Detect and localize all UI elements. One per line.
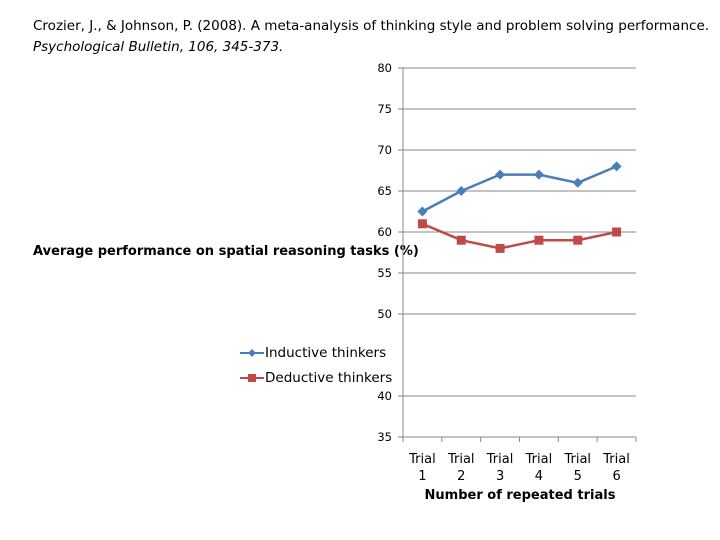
legend-item-inductive[interactable]: Inductive thinkers <box>240 340 392 365</box>
legend-inductive-marker <box>240 348 264 357</box>
y-tick-label: 75 <box>377 102 392 116</box>
data-point[interactable] <box>495 169 506 180</box>
legend: Inductive thinkers Deductive thinkers <box>240 340 393 390</box>
x-tick-label: Trial 3 <box>486 452 514 484</box>
x-tick-label: Trial 4 <box>525 452 553 484</box>
y-tick-label: 60 <box>377 225 392 239</box>
legend-item-deductive[interactable]: Deductive thinkers <box>240 365 392 390</box>
y-tick-label: 55 <box>377 266 392 280</box>
series-line-2 <box>421 222 617 250</box>
x-tick-label: Trial 1 <box>409 452 436 484</box>
data-point[interactable] <box>533 169 544 180</box>
series <box>417 161 622 253</box>
y-tick-label: 50 <box>377 307 392 321</box>
x-tick-label: Trial 6 <box>603 452 630 484</box>
x-tick-label: Trial 5 <box>564 452 592 484</box>
legend-inductive-label: Inductive thinkers <box>265 344 387 361</box>
y-tick-label: 65 <box>377 184 392 198</box>
y-tick-label: 40 <box>377 389 392 403</box>
gridlines <box>403 67 636 397</box>
data-point[interactable] <box>612 227 622 237</box>
data-point[interactable] <box>456 186 467 196</box>
x-tick-label: Trial 2 <box>447 452 475 484</box>
citation-line-1: Crozier, J., & Johnson, P. (2008). A met… <box>33 18 710 34</box>
data-point[interactable] <box>456 235 466 245</box>
citation-line-2: Psychological Bulletin, 106, 345-373. <box>33 39 284 55</box>
data-point[interactable] <box>534 235 544 245</box>
series-line-1 <box>421 165 618 213</box>
data-point[interactable] <box>417 219 427 229</box>
legend-deductive-marker <box>240 373 264 382</box>
data-point[interactable] <box>611 161 622 172</box>
data-point[interactable] <box>495 243 505 253</box>
y-tick-label: 80 <box>377 61 392 75</box>
y-tick-label: 35 <box>377 430 392 444</box>
data-point[interactable] <box>417 206 428 217</box>
legend-deductive-label: Deductive thinkers <box>265 369 393 386</box>
data-point[interactable] <box>573 235 583 245</box>
data-point[interactable] <box>572 177 583 188</box>
x-axis-label: Number of repeated trials <box>424 488 616 503</box>
y-tick-label: 70 <box>377 143 392 157</box>
citation: Crozier, J., & Johnson, P. (2008). A met… <box>33 16 709 58</box>
axes <box>398 67 637 442</box>
y-axis-label: Average performance on spatial reasoning… <box>33 244 419 259</box>
